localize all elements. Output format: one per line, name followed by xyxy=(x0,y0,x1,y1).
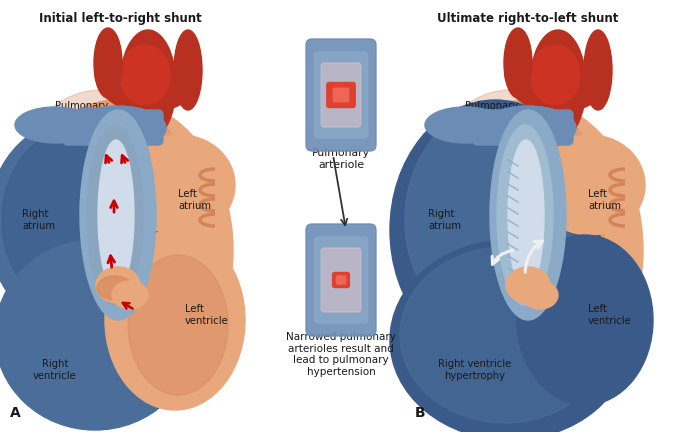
Ellipse shape xyxy=(87,125,143,305)
FancyBboxPatch shape xyxy=(473,110,573,145)
Ellipse shape xyxy=(413,100,643,400)
Text: Left
atrium: Left atrium xyxy=(588,189,621,211)
Ellipse shape xyxy=(390,240,630,432)
Ellipse shape xyxy=(5,90,195,350)
Text: Initial left-to-right shunt: Initial left-to-right shunt xyxy=(39,12,201,25)
Ellipse shape xyxy=(405,110,575,330)
FancyBboxPatch shape xyxy=(63,110,163,145)
Ellipse shape xyxy=(3,100,233,400)
FancyBboxPatch shape xyxy=(306,39,376,151)
Ellipse shape xyxy=(98,140,134,290)
Ellipse shape xyxy=(425,107,505,143)
FancyBboxPatch shape xyxy=(333,88,349,102)
Text: Right
ventricle: Right ventricle xyxy=(33,359,77,381)
Ellipse shape xyxy=(60,108,120,144)
Ellipse shape xyxy=(522,281,558,309)
Ellipse shape xyxy=(530,45,580,105)
Text: Right ventricle
hypertrophy: Right ventricle hypertrophy xyxy=(439,359,512,381)
FancyBboxPatch shape xyxy=(333,273,349,288)
Ellipse shape xyxy=(530,30,586,140)
Ellipse shape xyxy=(120,30,176,140)
Text: Pulmonary
artery: Pulmonary artery xyxy=(465,101,518,123)
Ellipse shape xyxy=(174,30,202,110)
Text: B: B xyxy=(415,406,426,420)
FancyBboxPatch shape xyxy=(306,224,376,336)
Ellipse shape xyxy=(508,140,544,290)
Ellipse shape xyxy=(94,28,122,98)
Ellipse shape xyxy=(97,276,133,300)
Text: Left
ventricle: Left ventricle xyxy=(588,304,632,326)
Ellipse shape xyxy=(584,30,612,110)
Ellipse shape xyxy=(504,28,532,98)
Text: Right
atrium: Right atrium xyxy=(428,209,461,231)
FancyBboxPatch shape xyxy=(314,237,368,323)
Ellipse shape xyxy=(112,281,148,309)
Ellipse shape xyxy=(390,100,600,360)
FancyBboxPatch shape xyxy=(321,63,361,127)
Text: Ultimate right-to-left shunt: Ultimate right-to-left shunt xyxy=(437,12,619,25)
Ellipse shape xyxy=(96,267,140,303)
Text: Right
atrium: Right atrium xyxy=(22,209,55,231)
Ellipse shape xyxy=(15,107,95,143)
Ellipse shape xyxy=(480,106,576,150)
Ellipse shape xyxy=(0,240,195,430)
FancyBboxPatch shape xyxy=(314,52,368,138)
Ellipse shape xyxy=(535,135,645,235)
FancyBboxPatch shape xyxy=(321,248,361,312)
Ellipse shape xyxy=(0,120,163,330)
Text: Pulmonary
arteriole: Pulmonary arteriole xyxy=(312,148,370,170)
FancyBboxPatch shape xyxy=(327,83,355,108)
Text: Pulmonary
artery: Pulmonary artery xyxy=(55,101,108,123)
Ellipse shape xyxy=(497,125,553,305)
Text: Left
ventricle: Left ventricle xyxy=(185,304,228,326)
Ellipse shape xyxy=(415,90,605,350)
Ellipse shape xyxy=(120,45,170,105)
Ellipse shape xyxy=(400,247,610,423)
Ellipse shape xyxy=(128,255,228,395)
Ellipse shape xyxy=(105,230,245,410)
Ellipse shape xyxy=(2,130,142,310)
Text: A: A xyxy=(10,406,20,420)
Ellipse shape xyxy=(80,110,156,320)
Ellipse shape xyxy=(506,267,550,303)
Ellipse shape xyxy=(70,106,166,150)
Ellipse shape xyxy=(125,135,235,235)
FancyBboxPatch shape xyxy=(336,276,346,284)
Ellipse shape xyxy=(517,235,653,405)
Text: Left
atrium: Left atrium xyxy=(178,189,211,211)
Ellipse shape xyxy=(490,110,566,320)
Text: Narrowed pulmonary
arterioles result and
lead to pulmonary
hypertension: Narrowed pulmonary arterioles result and… xyxy=(286,332,396,377)
